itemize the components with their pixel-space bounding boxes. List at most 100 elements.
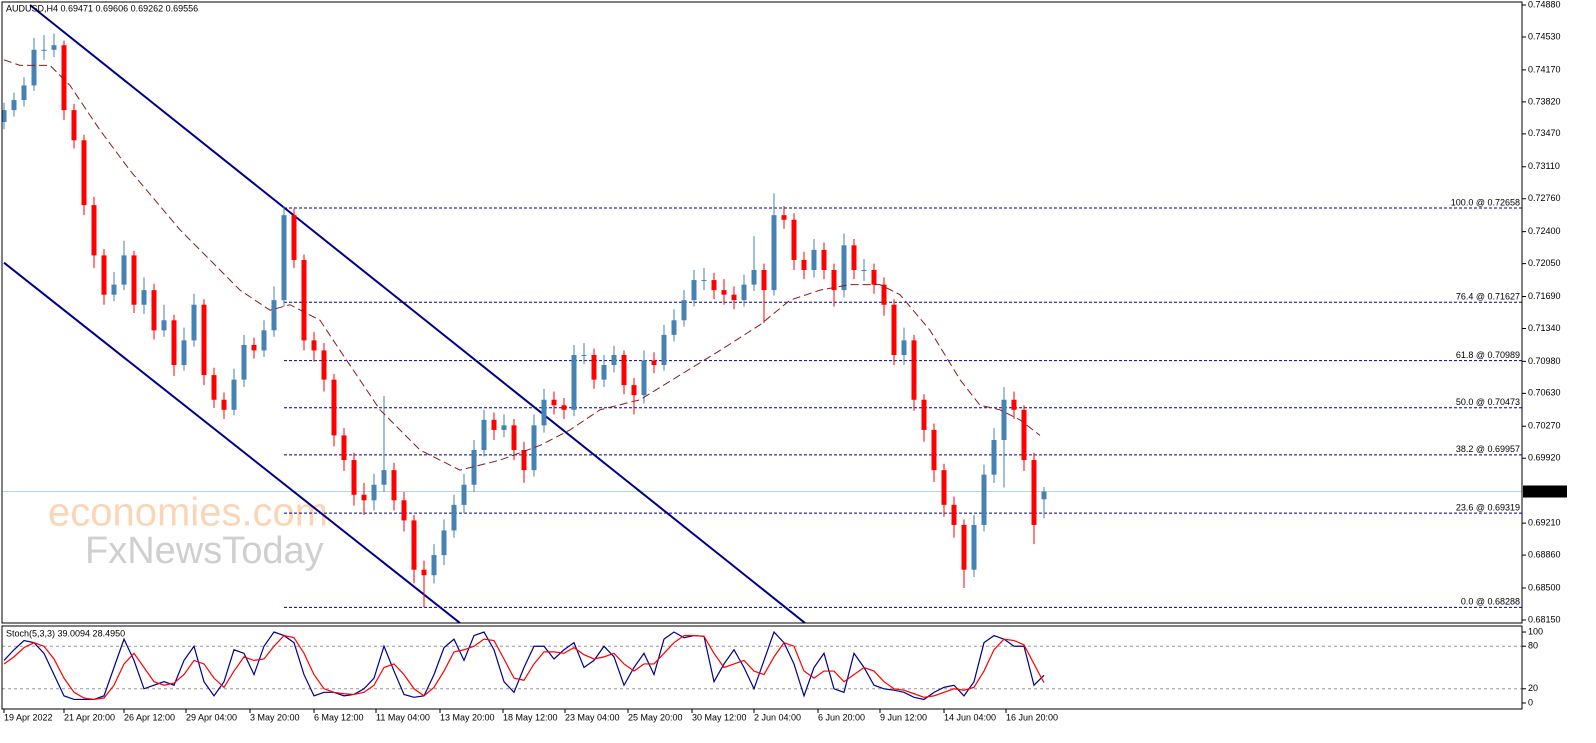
stochastic-panel <box>2 630 1522 701</box>
moving-average <box>3 59 1041 471</box>
y-tick-label: 0.74530 <box>1528 31 1561 41</box>
x-tick-label: 30 May 12:00 <box>692 712 747 722</box>
candle-body <box>711 280 717 291</box>
candle-body <box>851 245 857 271</box>
fib-label: 23.6 @ 0.69319 <box>1456 503 1520 513</box>
candle-body <box>621 354 627 386</box>
candle-body <box>931 429 937 471</box>
candle-body <box>661 334 667 366</box>
y-tick-label: 0.74170 <box>1528 64 1561 74</box>
stochastic-frame <box>1 625 1523 710</box>
y-tick-label: 0.72400 <box>1528 226 1561 236</box>
candle-body <box>591 354 597 380</box>
x-tick-label: 16 Jun 20:00 <box>1006 712 1058 722</box>
y-tick-label: 0.70270 <box>1528 421 1561 431</box>
candle-body <box>871 270 877 285</box>
candle-body <box>131 255 137 305</box>
candle-body <box>721 290 727 295</box>
candle-body <box>121 255 127 285</box>
candle-body <box>301 259 307 341</box>
candle-body <box>351 460 357 495</box>
candle-body <box>531 425 537 471</box>
candle-body <box>771 215 777 291</box>
y-tick-label: 0.74880 <box>1528 0 1561 9</box>
y-tick-label: 0.69210 <box>1528 517 1561 527</box>
candle-body <box>991 439 997 475</box>
candle-body <box>371 484 377 501</box>
y-tick-label: 0.72050 <box>1528 258 1561 268</box>
candle-body <box>501 425 507 430</box>
fib-label: 76.4 @ 0.71627 <box>1456 292 1520 302</box>
x-tick-label: 6 May 12:00 <box>314 712 364 722</box>
stochastic-label: Stoch(5,3,3) 39.0094 28.4950 <box>6 628 125 638</box>
candle-body <box>161 320 167 331</box>
x-tick-label: 2 Jun 04:00 <box>754 712 801 722</box>
candle-body <box>671 320 677 335</box>
candle-body <box>511 425 517 451</box>
candle-body <box>491 419 497 430</box>
y-tick-label: 0.71340 <box>1528 323 1561 333</box>
x-tick-label: 23 May 04:00 <box>565 712 620 722</box>
candle-body <box>631 385 637 396</box>
x-tick-label: 21 Apr 20:00 <box>64 712 115 722</box>
candle-body <box>1021 409 1027 461</box>
candle-body <box>1011 399 1017 410</box>
x-tick-label: 25 May 20:00 <box>628 712 683 722</box>
candle-body <box>291 215 297 260</box>
stoch-line <box>3 630 1045 701</box>
candle-body <box>151 290 157 331</box>
candle-body <box>21 85 27 101</box>
candle-body <box>441 530 447 556</box>
candle-body <box>801 259 807 271</box>
candle-body <box>891 304 897 355</box>
fib-label: 50.0 @ 0.70473 <box>1456 397 1520 407</box>
candle-body <box>681 300 687 321</box>
candle-body <box>171 320 177 366</box>
candle-body <box>361 494 367 501</box>
candle-body <box>431 555 437 576</box>
x-tick-label: 18 May 12:00 <box>503 712 558 722</box>
candle-body <box>311 340 317 351</box>
candle-body <box>861 270 867 272</box>
y-tick-label: 0.72760 <box>1528 193 1561 203</box>
candle-body <box>651 360 657 366</box>
candle-body <box>811 249 817 271</box>
candle-body <box>601 365 607 380</box>
y-tick-label: 0.71690 <box>1528 291 1561 301</box>
x-tick-label: 14 Jun 04:00 <box>944 712 996 722</box>
price-frame <box>1 1 1523 624</box>
candle-body <box>381 470 387 485</box>
candle-body <box>481 419 487 451</box>
candle-body <box>741 284 747 301</box>
x-tick-label: 13 May 20:00 <box>440 712 495 722</box>
candle-body <box>101 255 107 295</box>
candle-body <box>41 49 47 51</box>
y-tick-label: 0.73110 <box>1528 161 1560 171</box>
candle-body <box>331 379 337 436</box>
candle-body <box>211 375 217 400</box>
candle-body <box>571 354 577 410</box>
candle-body <box>271 300 277 331</box>
candle-body <box>961 524 967 570</box>
candle-body <box>401 500 407 521</box>
fib-label: 38.2 @ 0.69957 <box>1456 444 1520 454</box>
candle-body <box>841 245 847 291</box>
stoch-tick-label: 20 <box>1528 683 1538 693</box>
candle-body <box>791 219 797 260</box>
candle-body <box>411 520 417 570</box>
candle-body <box>61 45 67 111</box>
candle-body <box>281 215 287 301</box>
x-tick-label: 29 Apr 04:00 <box>186 712 237 722</box>
candle-body <box>921 399 927 430</box>
candle-body <box>611 354 617 366</box>
candle-body <box>71 110 77 141</box>
candle-body <box>181 340 187 366</box>
candle-body <box>341 435 347 461</box>
watermark: FxNewsToday <box>85 530 324 572</box>
y-tick-label: 0.68500 <box>1528 582 1561 592</box>
candle-body <box>551 399 557 406</box>
watermark: economies.com <box>48 491 328 535</box>
candle-body <box>731 294 737 301</box>
candle-body <box>251 344 257 351</box>
candle-body <box>521 450 527 471</box>
